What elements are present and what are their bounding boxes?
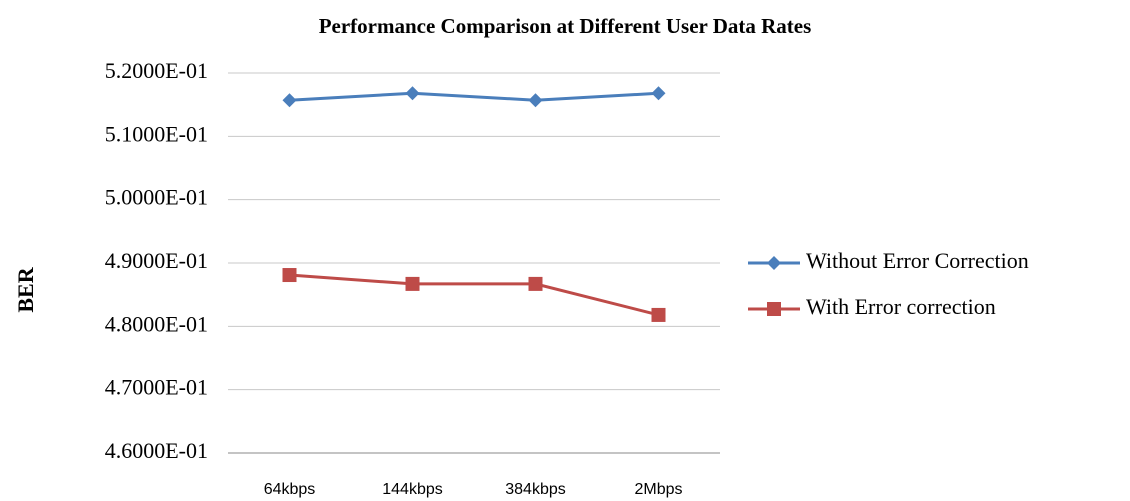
y-tick-label: 5.2000E-01 — [105, 58, 208, 83]
marker — [528, 93, 543, 108]
x-tick-label: 144kbps — [382, 481, 443, 498]
legend-label: Without Error Correction — [806, 248, 1029, 273]
y-axis-label: BER — [13, 266, 38, 312]
x-tick-label: 64kbps — [264, 481, 316, 498]
marker — [651, 86, 666, 101]
y-tick-label: 5.1000E-01 — [105, 121, 208, 146]
marker — [282, 268, 297, 283]
marker — [767, 302, 781, 316]
legend-label: With Error correction — [806, 294, 996, 319]
marker — [405, 276, 420, 291]
marker — [528, 276, 543, 291]
series-line — [289, 273, 659, 317]
marker — [282, 93, 297, 108]
x-tick-label: 384kbps — [505, 481, 566, 498]
series-line — [289, 91, 659, 102]
y-tick-label: 5.0000E-01 — [105, 185, 208, 210]
marker — [767, 256, 781, 270]
y-tick-label: 4.8000E-01 — [105, 311, 208, 336]
y-tick-label: 4.9000E-01 — [105, 248, 208, 273]
x-tick-label: 2Mbps — [634, 481, 682, 498]
marker — [405, 86, 420, 101]
marker — [651, 307, 666, 322]
y-tick-label: 4.6000E-01 — [105, 438, 208, 463]
chart-title: Performance Comparison at Different User… — [319, 14, 812, 38]
y-tick-label: 4.7000E-01 — [105, 375, 208, 400]
